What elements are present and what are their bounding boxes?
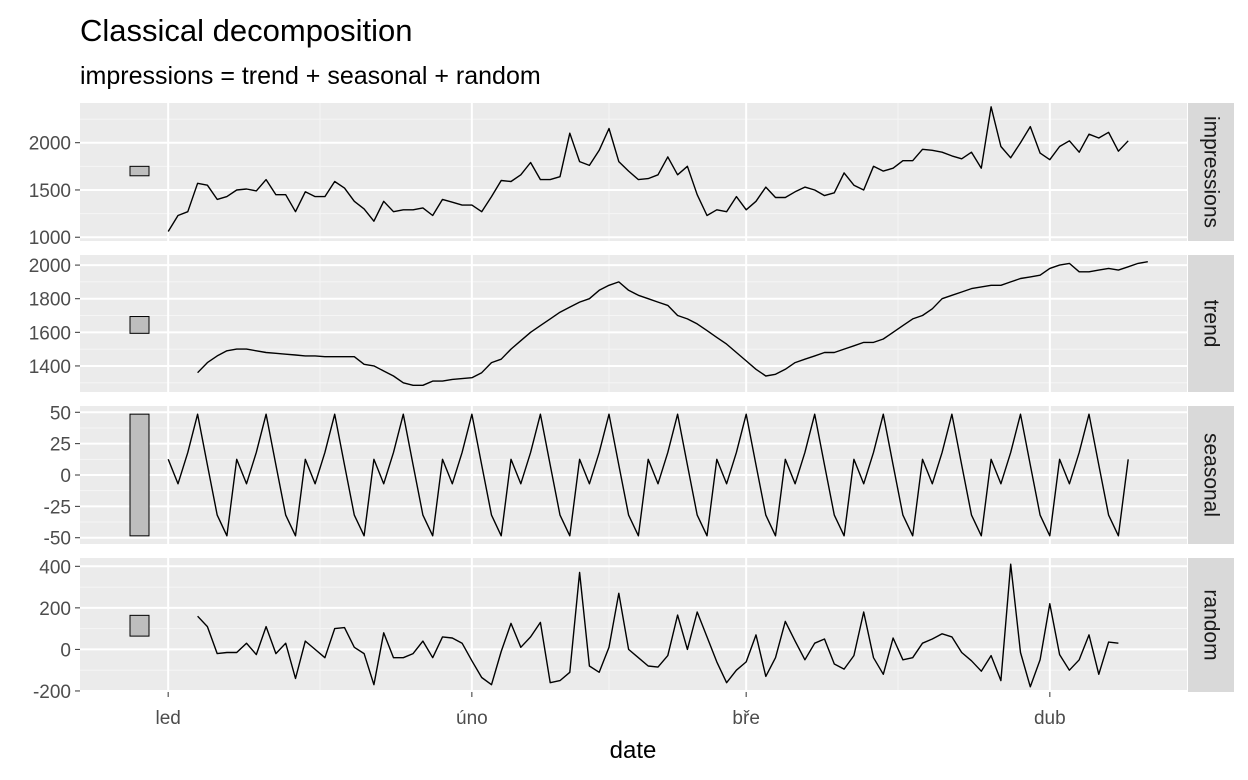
impressions-series-line — [167, 106, 1129, 232]
random-series-line — [197, 563, 1119, 688]
chart-title: Classical decomposition — [80, 13, 413, 48]
panel-impressions: 1000 1500 2000 impressions — [29, 103, 1234, 249]
x-axis-title: date — [610, 737, 657, 764]
x-tick-label: led — [155, 708, 180, 729]
panel-background — [80, 558, 1187, 692]
y-tick-label: -25 — [44, 497, 71, 518]
y-tick-label: -50 — [44, 529, 71, 550]
y-tick-label: 1500 — [29, 181, 71, 202]
y-tick-label: 1400 — [29, 357, 71, 378]
facet-strip-label: trend — [1200, 300, 1223, 348]
facet-strip — [1188, 558, 1234, 692]
scale-bar — [129, 413, 150, 537]
y-tick-label: 0 — [60, 466, 71, 487]
y-tick-label: 1000 — [29, 228, 71, 249]
facet-strip — [1188, 255, 1234, 392]
y-tick-label: 1800 — [29, 290, 71, 311]
seasonal-series-line — [167, 413, 1129, 537]
panel-trend: 1400 1600 1800 2000 trend — [29, 255, 1234, 392]
facet-strip — [1188, 103, 1234, 241]
facet-strip-label: random — [1200, 589, 1223, 660]
panel-background — [80, 103, 1187, 241]
y-tick-label: 25 — [50, 435, 71, 456]
y-tick-label: 50 — [50, 403, 71, 424]
x-axis: led úno bře dub — [155, 692, 1066, 729]
chart-subtitle: impressions = trend + seasonal + random — [80, 62, 541, 90]
trend-series-line — [197, 261, 1148, 386]
panel-random: -200 0 200 400 random — [33, 557, 1234, 703]
y-tick-label: 200 — [39, 599, 71, 620]
x-tick-label: dub — [1034, 708, 1066, 729]
x-tick-label: bře — [732, 708, 759, 729]
y-tick-label: 2000 — [29, 256, 71, 277]
scale-bar — [129, 316, 150, 334]
scale-bar — [129, 614, 150, 637]
panel-seasonal: -50 -25 0 25 50 seasonal — [44, 403, 1234, 550]
y-tick-label: -200 — [33, 682, 71, 703]
y-tick-label: 2000 — [29, 134, 71, 155]
facet-strip-label: impressions — [1200, 116, 1223, 228]
facet-strip — [1188, 406, 1234, 544]
scale-bar — [129, 165, 150, 177]
y-tick-label: 400 — [39, 557, 71, 578]
y-tick-label: 0 — [60, 640, 71, 661]
facet-strip-label: seasonal — [1200, 433, 1223, 517]
x-tick-label: úno — [456, 708, 488, 729]
y-tick-label: 1600 — [29, 323, 71, 344]
panel-background — [80, 255, 1187, 392]
